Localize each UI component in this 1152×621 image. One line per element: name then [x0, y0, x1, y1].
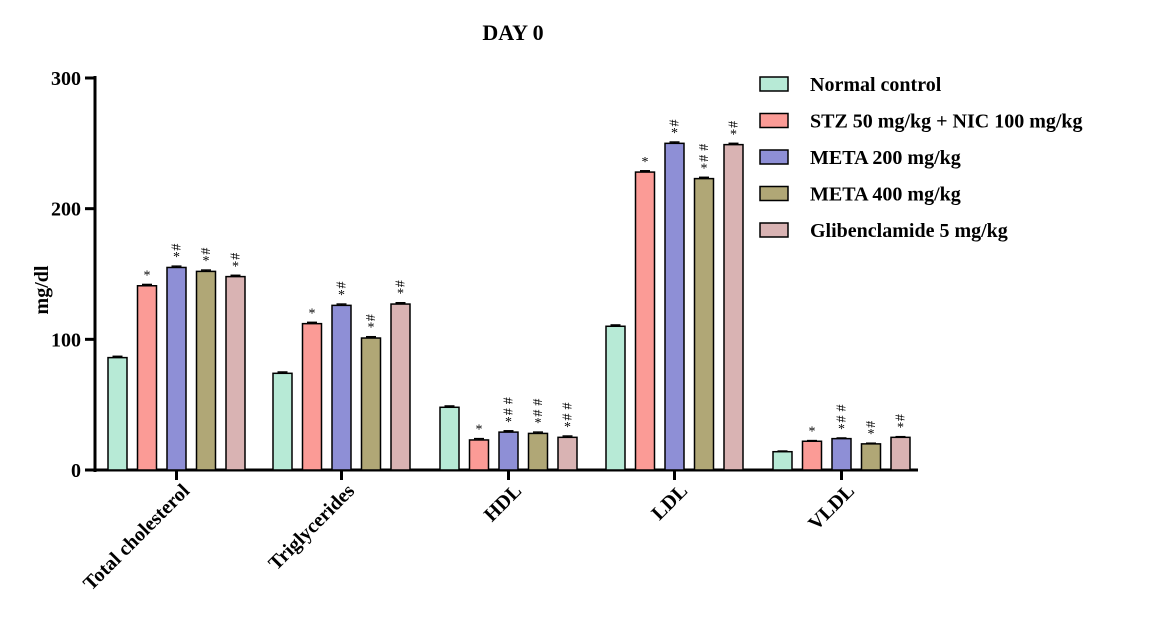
y-tick-label: 100	[51, 329, 81, 351]
significance-star: *	[505, 415, 512, 430]
significance-star: *	[868, 427, 875, 442]
significance-star: *	[671, 126, 678, 141]
bar	[468, 439, 490, 471]
significance-star: *	[897, 421, 904, 436]
legend-swatch	[759, 76, 789, 92]
significance-hash: #	[668, 120, 683, 127]
x-tick-label: VLDL	[804, 480, 859, 535]
significance-star: *	[476, 423, 483, 438]
bar	[439, 406, 460, 471]
significance-hash: #	[199, 248, 214, 255]
significance-hash: #	[229, 253, 244, 260]
significance-hash: #	[502, 408, 517, 415]
bar	[225, 275, 246, 471]
legend-swatch	[759, 149, 789, 165]
significance-star: *	[730, 127, 737, 142]
bar	[107, 356, 128, 471]
significance-star: *	[809, 425, 816, 440]
y-tick-label: 300	[51, 68, 81, 90]
significance-hash: #	[561, 414, 576, 421]
bar	[693, 177, 715, 471]
significance-hash: #	[727, 121, 742, 128]
legend-label: META 200 mg/kg	[810, 147, 961, 169]
significance-star: *	[144, 268, 151, 283]
bar	[772, 450, 793, 471]
y-tick-label: 200	[51, 199, 81, 221]
significance-star: *	[368, 321, 375, 336]
significance-hash: #	[394, 280, 409, 287]
significance-star: *	[701, 161, 708, 176]
legend-label: Normal control	[810, 74, 942, 96]
bar	[166, 266, 187, 471]
legend-swatch	[759, 112, 789, 129]
significance-hash: #	[835, 404, 850, 411]
bar	[195, 270, 217, 471]
bar	[801, 440, 823, 471]
legend-label: Glibenclamide 5 mg/kg	[810, 220, 1008, 242]
bar	[498, 431, 519, 471]
significance-hash: #	[531, 410, 546, 417]
bar	[331, 304, 352, 471]
significance-hash: #	[502, 397, 517, 404]
y-tick-label: 0	[71, 460, 81, 482]
legend-label: STZ 50 mg/kg + NIC 100 mg/kg	[810, 111, 1083, 133]
bar	[136, 285, 158, 471]
x-tick-label: Triglycerides	[264, 480, 359, 575]
significance-hash: #	[864, 421, 879, 428]
significance-hash: #	[364, 314, 379, 321]
bar	[634, 171, 656, 471]
chart-title: DAY 0	[482, 20, 543, 45]
bar	[605, 325, 626, 471]
legend-label: META 400 mg/kg	[810, 184, 961, 206]
significance-hash: #	[531, 399, 546, 406]
x-tick-label: HDL	[480, 480, 526, 526]
bar	[664, 142, 685, 471]
significance-hash: #	[835, 415, 850, 422]
legend: Normal control STZ 50 mg/kg + NIC 100 mg/…	[759, 74, 1083, 242]
significance-star: *	[173, 250, 180, 265]
bar	[860, 443, 882, 471]
significance-hash: #	[335, 282, 350, 289]
bar	[390, 303, 411, 471]
significance-hash: #	[697, 144, 712, 151]
significance-star: *	[535, 416, 542, 431]
legend-swatch	[759, 222, 789, 238]
bars-group: ******#*#*##*#*##*#*#*##*##*#*#*#*##*#*#	[107, 120, 911, 471]
bar	[890, 436, 911, 471]
x-tick-label: LDL	[647, 480, 692, 525]
significance-star: *	[338, 288, 345, 303]
significance-hash: #	[697, 155, 712, 162]
significance-hash: #	[561, 403, 576, 410]
significance-star: *	[397, 287, 404, 302]
bar	[723, 143, 744, 471]
significance-star: *	[642, 155, 649, 170]
y-axis-label: mg/dl	[31, 265, 53, 314]
bar	[557, 436, 578, 471]
significance-star: *	[232, 259, 239, 274]
legend-swatch	[759, 185, 789, 202]
bar	[527, 432, 549, 471]
bar	[301, 322, 323, 471]
significance-star: *	[838, 422, 845, 437]
bar	[831, 437, 852, 471]
significance-star: *	[203, 254, 210, 269]
significance-star: *	[564, 420, 571, 435]
bar	[272, 372, 293, 471]
bar	[360, 337, 382, 471]
significance-hash: #	[170, 244, 185, 251]
significance-star: *	[309, 306, 316, 321]
x-tick-label: Total cholesterol	[79, 480, 194, 595]
significance-hash: #	[894, 414, 909, 421]
